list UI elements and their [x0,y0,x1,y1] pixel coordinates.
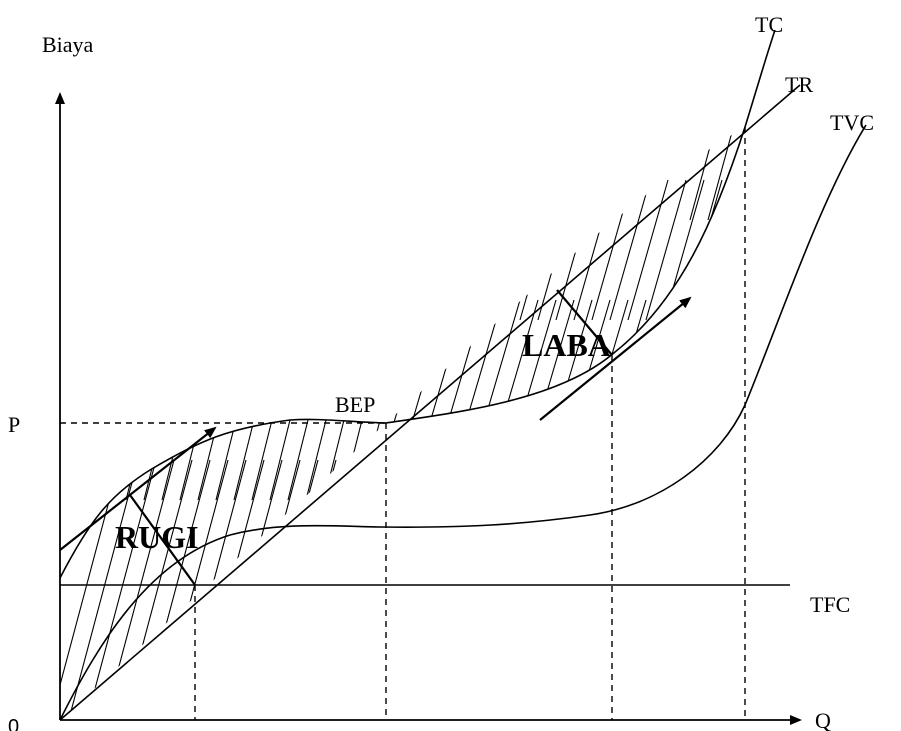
tvc-curve [59,124,867,721]
origin-label: 0 [8,716,19,731]
y-axis-label: Biaya [42,32,94,57]
x-axis-label: Q [815,708,831,731]
bep-label: BEP [335,392,375,417]
tfc-label: TFC [810,592,850,617]
profit-label: LABA [522,327,611,363]
guide-lines [60,127,746,720]
tr-label: TR [785,72,813,97]
tvc-label: TVC [830,110,874,135]
loss-marker-line [129,494,196,586]
loss-label: RUGI [115,519,199,555]
loss-tangent-arrow [59,426,217,551]
p-label: P [8,412,20,437]
profit-tangent-arrow [539,296,692,421]
profit-marker-line [556,289,613,356]
axes [55,92,802,725]
tc-curve [59,29,776,579]
tr-line [59,84,801,721]
loss-hatching [60,419,386,720]
tc-label: TC [755,12,783,37]
